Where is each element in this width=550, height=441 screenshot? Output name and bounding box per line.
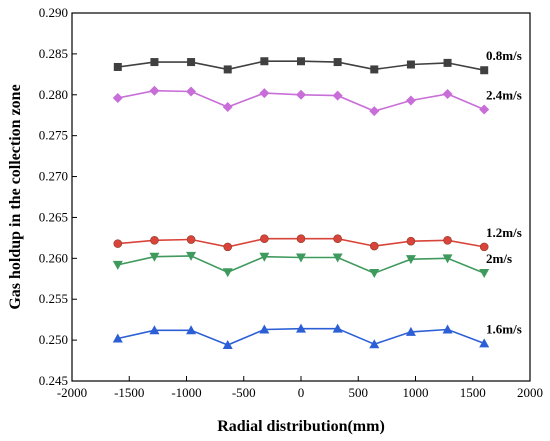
data-point — [333, 58, 342, 67]
y-axis-title: Gas holdup in the collection zone — [7, 84, 24, 309]
data-point — [150, 58, 159, 67]
data-point — [112, 93, 123, 104]
data-point — [479, 338, 490, 348]
data-point — [369, 241, 379, 251]
data-point — [260, 234, 269, 244]
x-tick-label: -2000 — [57, 385, 87, 400]
y-tick-label: 0.270 — [39, 169, 68, 184]
series-label: 2.4m/s — [486, 87, 522, 102]
data-point — [149, 85, 160, 96]
series-label: 0.8m/s — [486, 48, 522, 63]
data-point — [479, 242, 489, 252]
y-axis-ticks: 0.245 0.250 0.255 0.260 0.265 0.270 0.275 0.280… — [39, 5, 77, 388]
data-point — [222, 340, 233, 350]
data-point — [259, 252, 270, 262]
data-point — [332, 253, 343, 263]
x-tick-label: -1000 — [171, 385, 201, 400]
data-point — [332, 90, 343, 101]
y-tick-label: 0.260 — [39, 250, 68, 265]
data-point — [297, 57, 305, 66]
data-point — [186, 86, 197, 97]
data-point — [259, 324, 270, 334]
data-point — [333, 234, 342, 244]
data-point — [480, 66, 489, 75]
data-point — [187, 58, 196, 67]
data-point — [112, 260, 123, 270]
x-tick-label: 0 — [298, 385, 305, 400]
x-tick-label: 1000 — [403, 385, 429, 400]
y-tick-label: 0.285 — [39, 46, 68, 61]
series-layer: 0.8m/s 2.4m/s 1.2m/s 2m/s 1.6m/s — [112, 48, 522, 350]
y-tick-label: 0.290 — [39, 5, 68, 20]
x-tick-label: 2000 — [517, 385, 543, 400]
data-point — [296, 253, 306, 263]
data-point — [223, 242, 233, 252]
data-point — [186, 325, 197, 335]
y-tick-label: 0.280 — [39, 87, 68, 102]
y-tick-label: 0.245 — [39, 373, 68, 388]
data-point — [443, 236, 452, 245]
x-tick-label: 500 — [349, 385, 369, 400]
data-point — [296, 234, 306, 244]
data-point — [222, 268, 233, 278]
data-point — [369, 269, 380, 279]
data-point — [405, 95, 416, 106]
series-1.6m/s: 1.6m/s — [112, 321, 522, 350]
y-tick-label: 0.275 — [39, 128, 68, 143]
data-point — [149, 325, 160, 335]
x-axis-ticks: -2000 -1500 -1000 -500 0 500 1000 1500 2000 — [57, 376, 543, 400]
data-point — [479, 104, 490, 115]
data-point — [296, 89, 306, 100]
x-tick-label: -1500 — [114, 385, 144, 400]
x-tick-label: -500 — [232, 385, 256, 400]
data-point — [443, 58, 452, 67]
data-point — [332, 323, 343, 333]
data-point — [259, 88, 270, 99]
data-point — [442, 254, 453, 264]
y-tick-label: 0.255 — [39, 291, 68, 306]
data-point — [442, 324, 453, 334]
y-tick-label: 0.265 — [39, 209, 68, 224]
data-point — [406, 60, 415, 69]
x-axis-title: Radial distribution(mm) — [217, 418, 385, 435]
data-point — [186, 251, 197, 261]
data-point — [113, 239, 123, 248]
data-point — [223, 65, 232, 74]
series-1.2m/s: 1.2m/s — [113, 225, 522, 252]
data-point — [149, 252, 160, 262]
series-label: 2m/s — [486, 251, 512, 266]
data-point — [479, 269, 490, 279]
data-point — [405, 326, 416, 336]
data-point — [442, 88, 453, 99]
series-2.4m/s: 2.4m/s — [112, 85, 522, 117]
data-point — [222, 102, 233, 113]
series-2m/s: 2m/s — [112, 251, 512, 279]
data-point — [150, 236, 159, 245]
data-point — [113, 62, 122, 71]
data-point — [296, 323, 306, 333]
data-point — [370, 65, 379, 74]
data-point — [112, 333, 123, 343]
series-label: 1.6m/s — [486, 321, 522, 336]
x-tick-label: 1500 — [460, 385, 486, 400]
data-point — [369, 106, 380, 117]
data-point — [186, 235, 196, 244]
data-point — [260, 57, 269, 66]
series-label: 1.2m/s — [486, 225, 522, 240]
series-0.8m/s: 0.8m/s — [113, 48, 522, 75]
data-point — [405, 255, 416, 265]
data-point — [369, 339, 380, 349]
y-tick-label: 0.250 — [39, 332, 68, 347]
data-point — [406, 236, 416, 246]
